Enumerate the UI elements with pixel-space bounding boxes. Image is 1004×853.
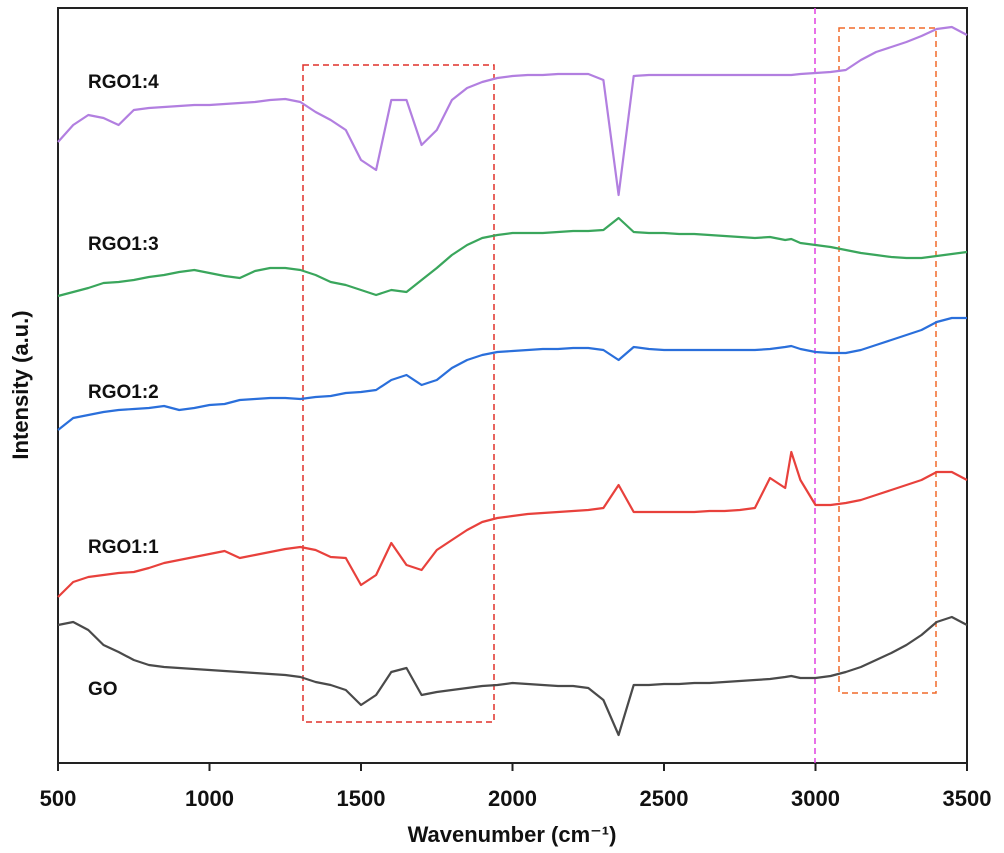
x-tick-label: 1000 [185, 786, 234, 811]
series-label: RGO1:1 [88, 537, 159, 558]
x-tick-label: 2500 [640, 786, 689, 811]
x-tick-label: 2000 [488, 786, 537, 811]
series-line [57, 216, 968, 298]
series-label: RGO1:3 [88, 234, 159, 255]
series-line [57, 316, 967, 431]
x-tick-label: 1500 [337, 786, 386, 811]
series-line [57, 450, 968, 598]
series-label: RGO1:2 [88, 382, 159, 403]
x-tick-label: 3500 [943, 786, 992, 811]
x-axis-label: Wavenumber (cm⁻¹) [408, 822, 617, 847]
series-label: GO [88, 679, 118, 700]
y-axis-label: Intensity (a.u.) [8, 310, 33, 459]
x-tick-label: 500 [40, 786, 77, 811]
series-line [57, 25, 968, 197]
plot-frame [57, 7, 968, 764]
series-line [57, 615, 968, 737]
series-label: RGO1:4 [88, 72, 159, 93]
highlight-box [302, 64, 495, 723]
highlight-box [838, 27, 937, 694]
x-tick-label: 3000 [791, 786, 840, 811]
